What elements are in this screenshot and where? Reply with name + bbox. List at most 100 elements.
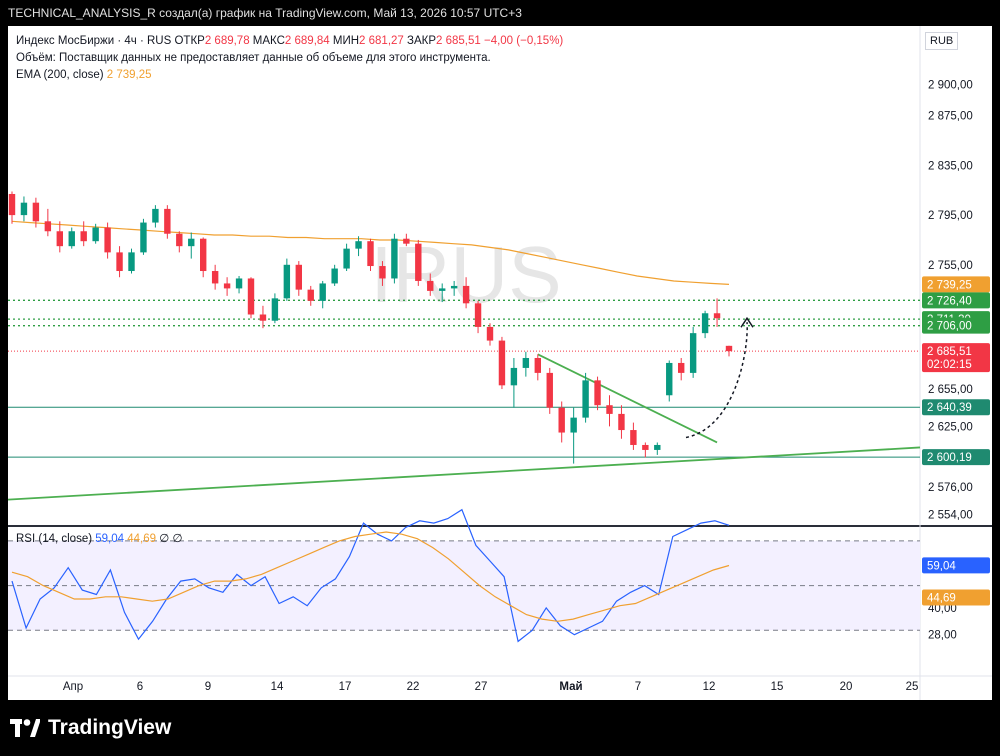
candle-body	[427, 280, 434, 291]
price-badge	[922, 317, 990, 334]
candle-body	[20, 202, 28, 216]
price-badge	[922, 449, 990, 466]
open-value: 2 689,78	[204, 35, 250, 47]
candle-body	[140, 222, 147, 253]
price-tick-label: 2 625,00	[928, 421, 973, 433]
candle-body	[32, 202, 40, 222]
symbol-label[interactable]: Индекс МосБиржи · 4ч · RUS	[16, 35, 172, 47]
candle-body	[558, 407, 565, 433]
candle-body	[510, 367, 518, 386]
chart-panel[interactable]: IRUS 2 900,00 2 875,00 2 835,00 2 795,00 2 75…	[8, 26, 992, 700]
footer: TradingView	[0, 700, 1000, 756]
candle-body	[295, 264, 302, 290]
rising-trendline	[8, 446, 921, 501]
candle-body	[522, 357, 530, 368]
candle-body	[259, 314, 267, 321]
ema-value: 2 739,25	[106, 69, 152, 81]
close-value: 2 685,51	[436, 35, 481, 47]
candle-body	[594, 380, 601, 406]
price-tick-label: 2 655,00	[928, 384, 973, 396]
open-label: ОТКР	[174, 35, 205, 47]
price-badge-label: 2 640,39	[927, 402, 972, 414]
rsi-label[interactable]: RSI (14, close)	[16, 533, 93, 545]
candle-body	[642, 444, 649, 450]
rsi-tick-label: 40,00	[928, 603, 957, 615]
candle-body	[486, 326, 494, 341]
candle-body	[235, 278, 243, 289]
low-label: МИН	[332, 35, 360, 47]
projection-arrow-head	[740, 316, 754, 328]
time-tick-label: 15	[771, 681, 784, 693]
brand[interactable]: TradingView	[10, 716, 171, 740]
rsi-extra: ∅ ∅	[159, 533, 183, 545]
rsi-value: 59,04	[95, 533, 125, 545]
price-tick-label: 2 554,00	[928, 510, 973, 522]
rsi-legend: RSI (14, close) 59,04 44,69 ∅ ∅	[16, 531, 182, 548]
time-tick-label: 20	[840, 681, 853, 693]
candle-body	[307, 289, 314, 301]
time-tick-label: 14	[271, 681, 284, 693]
price-badge	[922, 399, 990, 416]
candle-body	[462, 285, 470, 304]
candle-body	[689, 333, 697, 373]
candle-body	[570, 417, 577, 433]
time-tick-label: 17	[339, 681, 352, 693]
rsi-line	[11, 508, 730, 643]
high-label: МАКС	[252, 35, 285, 47]
price-badge-label: 2 726,40	[927, 295, 972, 307]
price-tick-label: 2 755,00	[928, 260, 973, 272]
ema-label[interactable]: EMA (200, close)	[16, 69, 104, 81]
candle-body	[176, 233, 183, 247]
candle-body	[223, 283, 231, 289]
time-tick-label: Май	[559, 681, 582, 693]
currency-label[interactable]: RUB	[925, 32, 959, 50]
rsi-ma-value: 44,69	[127, 533, 157, 545]
candle-body	[56, 231, 63, 247]
candle-body	[152, 208, 159, 223]
candle-body	[343, 248, 350, 269]
candle-body	[403, 238, 410, 244]
price-badge-label: 2 739,25	[927, 279, 972, 291]
candle-body	[271, 298, 279, 321]
candle-body	[701, 313, 709, 334]
candle-body	[116, 252, 123, 272]
chart-legend: Индекс МосБиржи · 4ч · RUS ОТКР2 689,78 …	[16, 33, 563, 84]
candle-body	[630, 430, 637, 445]
candle-body	[200, 238, 207, 272]
rsi-tick-label: 28,00	[928, 630, 957, 642]
candle-body	[319, 283, 326, 301]
candle-body	[367, 241, 374, 267]
time-tick-label: 25	[906, 681, 919, 693]
candle-body	[450, 285, 458, 289]
falling-trendline	[537, 353, 718, 444]
candle-body	[678, 362, 685, 373]
price-tick-label: 2 795,00	[928, 210, 973, 222]
candle-body	[534, 357, 541, 373]
candle-body	[355, 241, 362, 249]
price-badge-label: 2 706,00	[927, 321, 972, 333]
rsi-badge	[922, 589, 990, 606]
candle-body	[439, 288, 446, 291]
candle-body	[415, 243, 422, 281]
price-tick-label: 2 835,00	[928, 160, 973, 172]
candle-body	[188, 238, 195, 247]
candle-body	[247, 278, 255, 315]
close-label: ЗАКР	[407, 35, 437, 47]
candle-body	[474, 303, 482, 327]
time-tick-label: Апр	[63, 681, 83, 693]
time-tick-label: 7	[635, 681, 641, 693]
time-tick-label: 12	[703, 681, 716, 693]
price-tick-label: 2 875,00	[928, 111, 973, 123]
candle-body	[606, 405, 613, 414]
candle-body	[713, 313, 721, 319]
candle-body	[283, 264, 291, 299]
price-badge	[922, 292, 990, 309]
price-tick-label: 2 576,00	[928, 482, 973, 494]
candle-body	[8, 193, 16, 216]
candle-body	[654, 444, 661, 450]
rsi-ma-line	[11, 531, 730, 622]
candle-body	[379, 266, 386, 279]
change-value: −4,00 (−0,15%)	[483, 35, 564, 47]
rsi-badge-label: 59,04	[927, 560, 956, 572]
